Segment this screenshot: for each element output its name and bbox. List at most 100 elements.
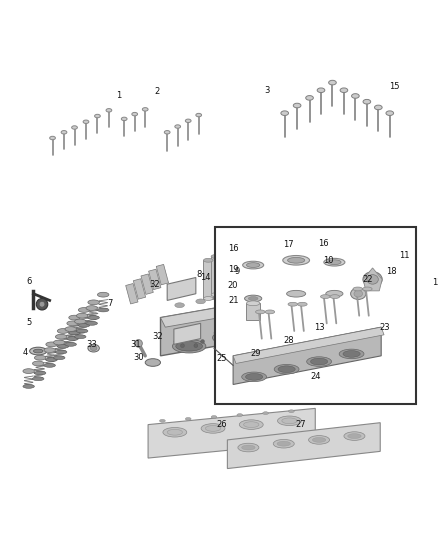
Ellipse shape <box>83 120 89 124</box>
Ellipse shape <box>88 344 99 352</box>
Ellipse shape <box>76 313 88 318</box>
Ellipse shape <box>88 316 99 319</box>
Ellipse shape <box>345 259 362 272</box>
Ellipse shape <box>57 329 69 333</box>
Text: 4: 4 <box>22 349 28 358</box>
Ellipse shape <box>53 356 65 360</box>
Text: 1: 1 <box>116 91 121 100</box>
Ellipse shape <box>293 314 326 327</box>
Ellipse shape <box>328 263 350 292</box>
Text: 13: 13 <box>314 322 325 332</box>
Ellipse shape <box>185 119 191 123</box>
Ellipse shape <box>344 432 365 440</box>
Ellipse shape <box>340 88 348 93</box>
Ellipse shape <box>278 366 295 373</box>
Ellipse shape <box>296 316 323 325</box>
Ellipse shape <box>297 302 307 306</box>
Circle shape <box>174 340 178 343</box>
Text: 30: 30 <box>133 353 144 362</box>
Circle shape <box>180 344 184 348</box>
Ellipse shape <box>257 298 278 327</box>
Ellipse shape <box>204 296 213 301</box>
Ellipse shape <box>288 257 305 263</box>
Ellipse shape <box>33 349 43 353</box>
Ellipse shape <box>57 344 69 348</box>
Ellipse shape <box>67 321 78 326</box>
Text: 25: 25 <box>216 354 227 363</box>
Circle shape <box>342 259 346 263</box>
Ellipse shape <box>97 308 109 312</box>
Text: 7: 7 <box>107 299 113 308</box>
Ellipse shape <box>244 295 262 302</box>
Text: 14: 14 <box>200 273 211 282</box>
Circle shape <box>294 314 298 318</box>
Ellipse shape <box>35 371 46 375</box>
Ellipse shape <box>277 441 290 446</box>
Text: 15: 15 <box>389 82 400 91</box>
Polygon shape <box>167 278 196 301</box>
Ellipse shape <box>90 346 97 351</box>
Ellipse shape <box>374 105 382 110</box>
Ellipse shape <box>363 287 372 291</box>
Text: 32: 32 <box>152 332 163 341</box>
Ellipse shape <box>56 350 67 354</box>
Ellipse shape <box>121 117 127 120</box>
Text: 18: 18 <box>386 267 397 276</box>
Bar <box>218 253 227 291</box>
Ellipse shape <box>260 303 275 323</box>
Ellipse shape <box>56 334 67 339</box>
Ellipse shape <box>218 251 227 255</box>
Ellipse shape <box>242 372 267 382</box>
Circle shape <box>254 322 258 326</box>
Bar <box>133 279 146 299</box>
Ellipse shape <box>348 434 361 439</box>
Ellipse shape <box>173 340 206 353</box>
Ellipse shape <box>293 103 301 108</box>
Ellipse shape <box>185 417 191 421</box>
Polygon shape <box>233 327 381 384</box>
Ellipse shape <box>44 364 56 367</box>
Ellipse shape <box>273 439 294 448</box>
Text: 10: 10 <box>323 256 334 265</box>
Ellipse shape <box>303 281 318 301</box>
Ellipse shape <box>106 109 112 112</box>
Ellipse shape <box>367 274 378 284</box>
Polygon shape <box>160 284 357 327</box>
Ellipse shape <box>339 349 364 359</box>
Circle shape <box>180 335 184 340</box>
Ellipse shape <box>167 430 183 435</box>
Ellipse shape <box>322 276 332 281</box>
Circle shape <box>342 268 346 271</box>
Ellipse shape <box>65 327 76 332</box>
Ellipse shape <box>289 288 304 309</box>
Ellipse shape <box>72 126 78 129</box>
Ellipse shape <box>346 260 361 280</box>
Ellipse shape <box>300 277 321 305</box>
Circle shape <box>281 322 285 326</box>
Ellipse shape <box>95 114 100 118</box>
Text: 26: 26 <box>216 420 227 429</box>
Text: 24: 24 <box>310 373 321 381</box>
Ellipse shape <box>175 125 180 128</box>
Ellipse shape <box>176 342 202 351</box>
Ellipse shape <box>67 337 78 341</box>
Polygon shape <box>227 423 380 469</box>
Ellipse shape <box>281 111 289 116</box>
Ellipse shape <box>145 359 160 366</box>
Ellipse shape <box>86 305 97 310</box>
Ellipse shape <box>286 290 306 297</box>
Ellipse shape <box>238 443 259 452</box>
Ellipse shape <box>35 356 46 360</box>
Circle shape <box>261 318 265 322</box>
Ellipse shape <box>317 88 325 93</box>
Ellipse shape <box>283 255 310 265</box>
Ellipse shape <box>332 268 346 287</box>
Text: 9: 9 <box>234 267 240 276</box>
Ellipse shape <box>263 411 268 415</box>
Ellipse shape <box>242 306 264 335</box>
Text: 12: 12 <box>432 278 438 287</box>
Circle shape <box>269 338 285 353</box>
Ellipse shape <box>253 322 286 336</box>
Ellipse shape <box>363 272 382 287</box>
Ellipse shape <box>307 357 332 366</box>
